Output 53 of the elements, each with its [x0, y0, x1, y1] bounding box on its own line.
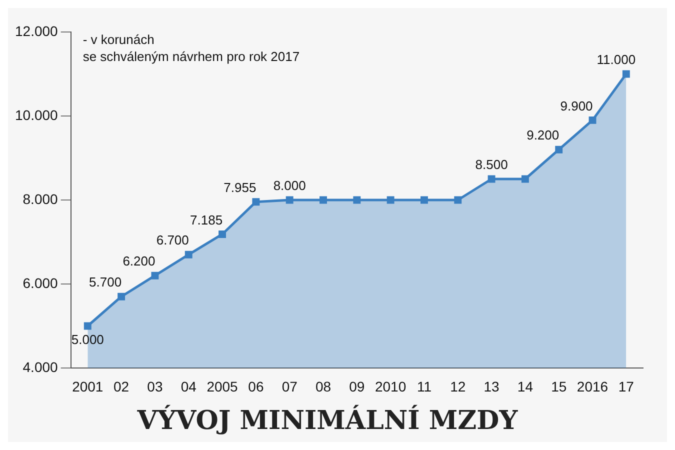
point [488, 175, 496, 183]
data-label: 11.000 [596, 52, 636, 68]
point [555, 146, 563, 154]
x-tick-label: 02 [114, 378, 130, 394]
point [151, 272, 159, 280]
point [521, 175, 529, 183]
x-tick-label: 06 [248, 378, 264, 394]
data-label: 8.500 [475, 157, 508, 172]
x-tick-label: 2005 [206, 378, 238, 394]
point [84, 322, 92, 330]
x-tick-label: 11 [416, 378, 432, 394]
point [218, 230, 226, 238]
x-tick-label: 2016 [576, 378, 608, 394]
point [353, 196, 361, 204]
point [454, 196, 462, 204]
data-label: 5.000 [71, 332, 104, 348]
point [118, 292, 126, 300]
x-tick-label: 08 [315, 378, 332, 394]
point [184, 250, 192, 258]
data-label: 9.200 [526, 128, 560, 143]
x-tick-label: 14 [517, 378, 534, 394]
y-tick-label: 8.000 [22, 190, 58, 207]
annotation: - v korunách [82, 32, 154, 48]
x-tick-label: 03 [147, 378, 163, 394]
data-label: 6.200 [122, 254, 156, 269]
x-tick-label: 2001 [72, 378, 104, 394]
x-tick-label: 2010 [374, 378, 406, 394]
point [588, 116, 596, 124]
x-tick-label: 09 [349, 378, 365, 394]
point [320, 196, 327, 204]
x-tick-label: 15 [551, 378, 567, 394]
y-tick-label: 6.000 [22, 274, 58, 291]
x-tick-label: 07 [282, 378, 298, 394]
data-label: 8.000 [273, 178, 306, 194]
y-tick-label: 10.000 [14, 106, 58, 123]
y-tick-label: 12.000 [14, 22, 58, 39]
y-tick-label: 4.000 [22, 358, 58, 375]
point [386, 196, 394, 204]
point [286, 196, 294, 204]
x-tick-label: 17 [618, 378, 634, 394]
data-label: 7.185 [190, 212, 223, 228]
text: VÝVOJ MINIMÁLNÍ MZDY [136, 404, 518, 436]
data-label: 7.955 [224, 180, 256, 195]
point [252, 198, 260, 206]
data-label: 9.900 [560, 98, 593, 114]
annotation: se schváleným návrhem pro rok 2017 [82, 49, 300, 64]
x-tick-label: 04 [180, 378, 197, 394]
x-tick-label: 12 [450, 378, 466, 394]
x-tick-label: 13 [484, 378, 500, 394]
data-label: 5.700 [89, 274, 122, 290]
point [622, 70, 630, 78]
data-label: 6.700 [156, 232, 189, 248]
point [420, 196, 428, 204]
